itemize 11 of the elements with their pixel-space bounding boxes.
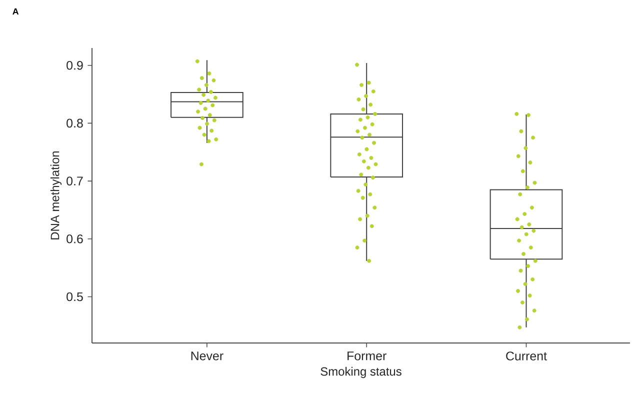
x-tick-label: Never [191, 352, 224, 360]
y-tick-label: 0.8 [66, 118, 83, 128]
x-tick-label: Former [348, 352, 386, 360]
x-tick-label: Current [506, 352, 547, 360]
text: A [12, 8, 19, 15]
x-axis-title: Smoking status [320, 366, 402, 378]
y-axis-title: DNA methylation [50, 151, 62, 240]
y-tick-label: 0.7 [66, 176, 83, 186]
y-tick-label: 0.6 [66, 234, 83, 244]
y-tick-label: 0.9 [66, 60, 83, 70]
y-tick-label: 0.5 [66, 292, 83, 302]
